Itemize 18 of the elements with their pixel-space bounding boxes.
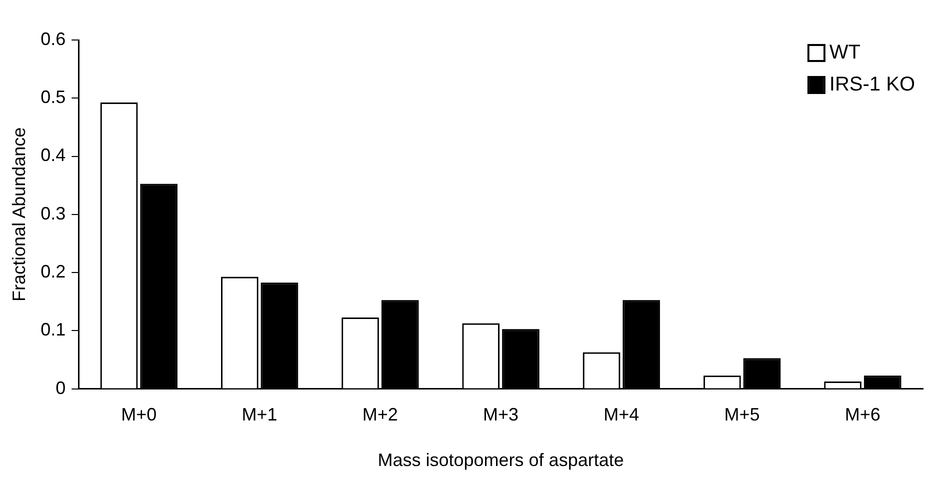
x-tick-label: M+2	[362, 404, 398, 425]
x-tick-label: M+1	[242, 404, 278, 425]
legend-label: IRS-1 KO	[829, 74, 915, 96]
x-tick-label: M+0	[121, 404, 157, 425]
x-tick-label: M+4	[604, 404, 640, 425]
y-axis-title: Fractional Abundance	[8, 127, 29, 302]
y-tick-label: 0.2	[40, 262, 66, 282]
y-tick-label: 0.5	[40, 87, 66, 108]
y-tick-label: 0.6	[40, 28, 66, 49]
legend-label: WT	[829, 42, 861, 64]
y-tick-label: 0	[56, 378, 66, 398]
x-tick-label: M+3	[483, 404, 519, 425]
y-tick-label: 0.1	[40, 320, 66, 340]
x-tick-label: M+6	[844, 404, 880, 425]
y-tick-label: 0.3	[40, 203, 66, 224]
x-tick-label: M+5	[724, 404, 760, 425]
y-tick-label: 0.4	[40, 145, 66, 166]
x-axis-title: Mass isotopomers of aspartate	[378, 450, 624, 470]
